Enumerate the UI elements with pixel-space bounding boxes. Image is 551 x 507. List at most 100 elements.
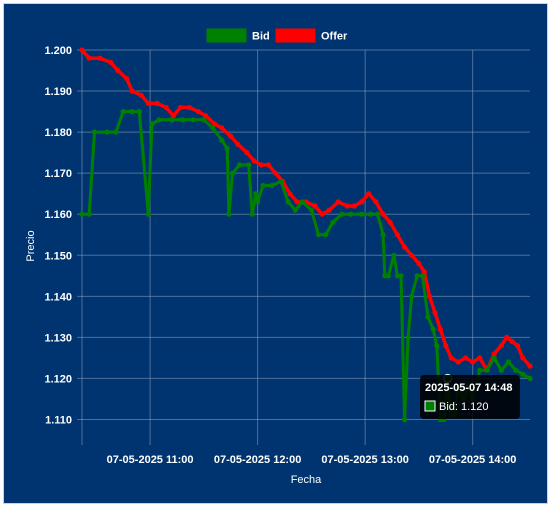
data-point-bid[interactable] — [434, 343, 440, 349]
data-point-offer[interactable] — [186, 104, 193, 111]
data-point-bid[interactable] — [269, 182, 275, 189]
data-point-bid[interactable] — [513, 367, 519, 373]
data-point-bid[interactable] — [367, 211, 374, 217]
data-point-offer[interactable] — [427, 293, 433, 299]
data-point-offer[interactable] — [366, 191, 372, 197]
data-point-offer[interactable] — [170, 113, 176, 119]
data-point-offer[interactable] — [514, 343, 521, 349]
data-point-offer[interactable] — [437, 326, 443, 332]
data-point-offer[interactable] — [326, 207, 332, 213]
data-point-bid[interactable] — [505, 359, 512, 365]
data-point-offer[interactable] — [319, 211, 325, 217]
data-point-offer[interactable] — [115, 67, 121, 74]
data-point-bid[interactable] — [224, 145, 230, 152]
data-point-offer[interactable] — [294, 199, 300, 205]
data-point-offer[interactable] — [108, 59, 114, 65]
data-point-offer[interactable] — [312, 203, 318, 209]
legend-item-bid[interactable]: Bid — [206, 28, 270, 43]
data-point-bid[interactable] — [382, 273, 388, 279]
data-point-offer[interactable] — [432, 310, 438, 316]
data-point-bid[interactable] — [409, 293, 415, 299]
data-point-bid[interactable] — [520, 371, 526, 377]
data-point-bid[interactable] — [278, 178, 284, 184]
data-point-bid[interactable] — [260, 182, 266, 189]
data-point-bid[interactable] — [226, 211, 232, 217]
data-point-offer[interactable] — [380, 211, 386, 217]
data-point-offer[interactable] — [219, 125, 225, 131]
data-point-offer[interactable] — [520, 355, 526, 361]
data-point-bid[interactable] — [129, 109, 135, 115]
data-point-offer[interactable] — [351, 203, 357, 209]
data-point-offer[interactable] — [394, 232, 400, 238]
data-point-bid[interactable] — [169, 117, 175, 123]
data-point-offer[interactable] — [258, 162, 264, 168]
data-point-offer[interactable] — [498, 343, 504, 349]
data-point-offer[interactable] — [86, 55, 92, 61]
data-point-bid[interactable] — [402, 416, 408, 423]
data-point-bid[interactable] — [253, 191, 259, 197]
data-point-bid[interactable] — [425, 314, 431, 320]
data-point-offer[interactable] — [344, 203, 350, 209]
data-point-bid[interactable] — [246, 162, 252, 168]
data-point-bid[interactable] — [179, 117, 185, 123]
data-point-bid[interactable] — [339, 211, 345, 217]
data-point-bid[interactable] — [315, 232, 322, 238]
data-point-offer[interactable] — [373, 199, 379, 205]
data-point-offer[interactable] — [527, 363, 533, 369]
data-point-offer[interactable] — [443, 343, 449, 349]
data-point-bid[interactable] — [484, 367, 490, 373]
data-point-bid[interactable] — [330, 219, 336, 225]
data-point-bid[interactable] — [375, 211, 381, 217]
data-point-bid[interactable] — [120, 109, 126, 115]
data-point-bid[interactable] — [104, 129, 110, 135]
data-point-offer[interactable] — [335, 199, 341, 205]
data-point-offer[interactable] — [455, 359, 461, 365]
data-point-offer[interactable] — [138, 92, 144, 98]
data-point-bid[interactable] — [113, 129, 119, 135]
legend-item-offer[interactable]: Offer — [275, 28, 348, 43]
data-point-bid[interactable] — [477, 367, 483, 373]
data-point-bid[interactable] — [237, 162, 243, 168]
data-point-offer[interactable] — [212, 121, 218, 127]
data-point-bid[interactable] — [380, 232, 386, 238]
data-point-bid[interactable] — [391, 252, 397, 258]
data-point-offer[interactable] — [228, 133, 234, 139]
data-point-bid[interactable] — [145, 211, 151, 217]
data-point-bid[interactable] — [91, 129, 98, 135]
data-point-bid[interactable] — [491, 355, 497, 361]
data-point-bid[interactable] — [210, 125, 216, 131]
data-point-offer[interactable] — [272, 170, 279, 176]
data-point-bid[interactable] — [201, 117, 207, 123]
data-point-bid[interactable] — [394, 273, 400, 279]
data-point-bid[interactable] — [299, 199, 305, 205]
data-point-offer[interactable] — [79, 47, 85, 53]
data-point-bid[interactable] — [419, 273, 426, 279]
data-point-offer[interactable] — [235, 141, 241, 147]
data-point-offer[interactable] — [154, 100, 160, 106]
data-point-bid[interactable] — [359, 211, 365, 217]
data-point-offer[interactable] — [491, 351, 497, 357]
data-point-bid[interactable] — [156, 117, 162, 123]
data-point-offer[interactable] — [178, 104, 184, 111]
data-point-bid[interactable] — [79, 211, 85, 217]
data-point-offer[interactable] — [145, 100, 151, 106]
data-point-offer[interactable] — [195, 109, 202, 115]
data-point-bid[interactable] — [430, 326, 436, 332]
data-point-offer[interactable] — [287, 191, 293, 197]
data-point-offer[interactable] — [416, 260, 422, 267]
data-point-bid[interactable] — [385, 273, 391, 279]
data-point-bid[interactable] — [405, 334, 411, 340]
data-point-bid[interactable] — [348, 211, 354, 217]
data-point-offer[interactable] — [203, 113, 209, 119]
data-point-bid[interactable] — [308, 207, 314, 213]
data-point-offer[interactable] — [359, 199, 365, 205]
data-point-offer[interactable] — [462, 355, 469, 361]
data-point-bid[interactable] — [136, 109, 142, 115]
data-point-bid[interactable] — [292, 207, 298, 213]
data-point-bid[interactable] — [86, 211, 92, 217]
data-point-bid[interactable] — [190, 117, 196, 123]
data-point-bid[interactable] — [414, 273, 420, 279]
data-point-offer[interactable] — [387, 219, 393, 225]
data-point-bid[interactable] — [149, 121, 155, 127]
data-point-bid[interactable] — [255, 199, 261, 205]
